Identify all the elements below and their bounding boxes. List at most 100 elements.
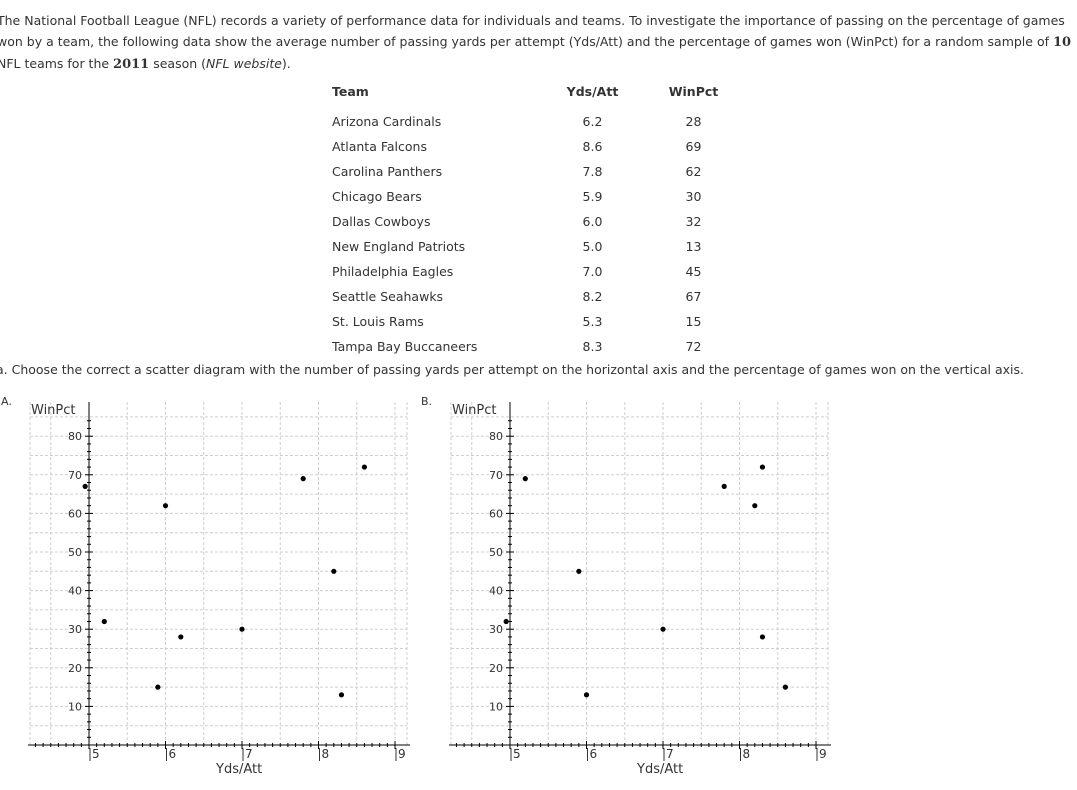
data-point <box>759 634 766 640</box>
winpct-cell: 15 <box>685 314 702 329</box>
data-point <box>721 483 727 489</box>
table-row: Chicago Bears 5.9 30 <box>324 184 744 209</box>
team-name-cell: Carolina Panthers <box>332 164 443 179</box>
team-name-cell: St. Louis Rams <box>332 314 424 329</box>
x-axis-label: Yds/Att <box>636 762 683 777</box>
data-point <box>660 626 666 632</box>
data-point <box>82 483 88 489</box>
question-text: a. Choose the correct a scatter diagram … <box>0 362 1024 377</box>
y-tick-label: 40 <box>489 585 503 598</box>
table-row: New England Patriots 5.0 13 <box>324 234 744 259</box>
x-tick-label: 8 <box>322 747 330 761</box>
yds-att-cell: 7.8 <box>582 164 603 179</box>
y-axis-label: WinPct <box>452 403 497 418</box>
team-name-cell: Atlanta Falcons <box>332 139 427 154</box>
sample-size: 10 <box>1052 35 1072 50</box>
y-tick-label: 50 <box>489 546 503 559</box>
data-point <box>503 618 509 625</box>
data-point <box>300 476 306 482</box>
y-tick-label: 80 <box>489 430 503 443</box>
yds-att-cell: 5.9 <box>582 189 603 204</box>
winpct-cell: 69 <box>685 139 702 154</box>
data-point <box>331 568 337 574</box>
problem-intro: The National Football League (NFL) recor… <box>0 10 1072 75</box>
data-point <box>162 503 169 509</box>
team-name-cell: New England Patriots <box>332 239 466 254</box>
table-row: Tampa Bay Buccaneers 8.3 72 <box>324 334 744 359</box>
team-name-cell: Chicago Bears <box>332 189 422 204</box>
x-tick-label: 8 <box>743 747 751 761</box>
winpct-cell: 67 <box>685 289 702 304</box>
data-point <box>361 464 367 470</box>
winpct-cell: 45 <box>685 264 702 279</box>
data-table: Team Yds/Att WinPct Arizona Cardinals 6.2… <box>324 80 744 359</box>
intro-text-4: ). <box>281 56 291 71</box>
table-row: Carolina Panthers 7.8 62 <box>324 159 744 184</box>
yds-att-cell: 5.3 <box>582 314 603 329</box>
winpct-cell: 62 <box>685 164 702 179</box>
team-name-cell: Philadelphia Eagles <box>332 264 454 279</box>
data-point <box>101 618 107 625</box>
table-row: St. Louis Rams 5.3 15 <box>324 309 744 334</box>
data-point <box>782 684 788 690</box>
intro-text-2: NFL teams for the <box>0 56 114 71</box>
y-tick-label: 40 <box>68 585 82 598</box>
table-header-row: Team Yds/Att WinPct <box>324 80 744 102</box>
yds-att-cell: 8.2 <box>582 289 603 304</box>
y-tick-label: 80 <box>68 430 82 443</box>
option-a-label[interactable]: A. <box>1 395 12 408</box>
source-name: NFL website <box>206 56 282 71</box>
winpct-cell: 28 <box>685 114 702 129</box>
x-tick-label: 7 <box>245 747 253 761</box>
x-tick-label: 6 <box>169 747 177 761</box>
winpct-cell: 72 <box>685 339 702 354</box>
yds-att-cell: 6.2 <box>582 114 603 129</box>
x-tick-label: 9 <box>819 747 827 761</box>
x-tick-label: 5 <box>92 747 100 761</box>
data-point <box>576 568 582 574</box>
scatter-plot-option-b[interactable]: 5 6 7 8 9 10 20 30 40 50 60 70 80 WinPct Yds/Att <box>421 394 841 789</box>
y-tick-label: 60 <box>68 507 82 520</box>
y-tick-label: 10 <box>68 700 82 713</box>
winpct-cell: 13 <box>685 239 702 254</box>
x-tick-label: 6 <box>590 747 598 761</box>
y-tick-label: 60 <box>489 507 503 520</box>
header-team: Team <box>332 83 369 99</box>
yds-att-cell: 7.0 <box>582 264 603 279</box>
data-point <box>338 692 345 698</box>
x-axis-label: Yds/Att <box>215 762 262 777</box>
y-tick-label: 70 <box>489 469 503 482</box>
intro-text-3: season ( <box>149 56 207 71</box>
intro-text-1: The National Football League (NFL) recor… <box>0 13 1065 49</box>
table-row: Atlanta Falcons 8.6 69 <box>324 134 744 159</box>
y-tick-label: 30 <box>489 623 503 636</box>
y-tick-label: 10 <box>489 700 503 713</box>
option-b-label[interactable]: B. <box>421 395 433 408</box>
y-tick-label: 50 <box>68 546 82 559</box>
data-point <box>178 634 184 640</box>
data-point <box>239 626 245 632</box>
winpct-cell: 30 <box>685 189 702 204</box>
data-point <box>759 464 766 470</box>
data-point <box>522 476 528 482</box>
table-body: Arizona Cardinals 6.2 28 Atlanta Falcons 8.6… <box>324 109 744 359</box>
team-name-cell: Tampa Bay Buccaneers <box>332 339 478 354</box>
y-tick-label: 20 <box>68 662 82 675</box>
header-yds-att: Yds/Att <box>566 83 619 99</box>
table-row: Dallas Cowboys 6.0 32 <box>324 209 744 234</box>
table-row: Philadelphia Eagles 7.0 45 <box>324 259 744 284</box>
y-tick-label: 70 <box>68 469 82 482</box>
data-point <box>583 692 590 698</box>
team-name-cell: Seattle Seahawks <box>332 289 444 304</box>
x-tick-label: 5 <box>513 747 521 761</box>
table-row: Arizona Cardinals 6.2 28 <box>324 109 744 134</box>
y-tick-label: 30 <box>68 623 82 636</box>
header-winpct: WinPct <box>668 83 719 99</box>
yds-att-cell: 8.6 <box>582 139 603 154</box>
y-tick-label: 20 <box>489 662 503 675</box>
team-name-cell: Arizona Cardinals <box>332 114 442 129</box>
x-tick-label: 9 <box>398 747 406 761</box>
yds-att-cell: 6.0 <box>582 214 603 229</box>
table-row: Seattle Seahawks 8.2 67 <box>324 284 744 309</box>
scatter-plot-option-a[interactable]: 5 6 7 8 9 10 20 30 40 50 60 70 80 WinPct Yds/Att <box>0 394 420 789</box>
